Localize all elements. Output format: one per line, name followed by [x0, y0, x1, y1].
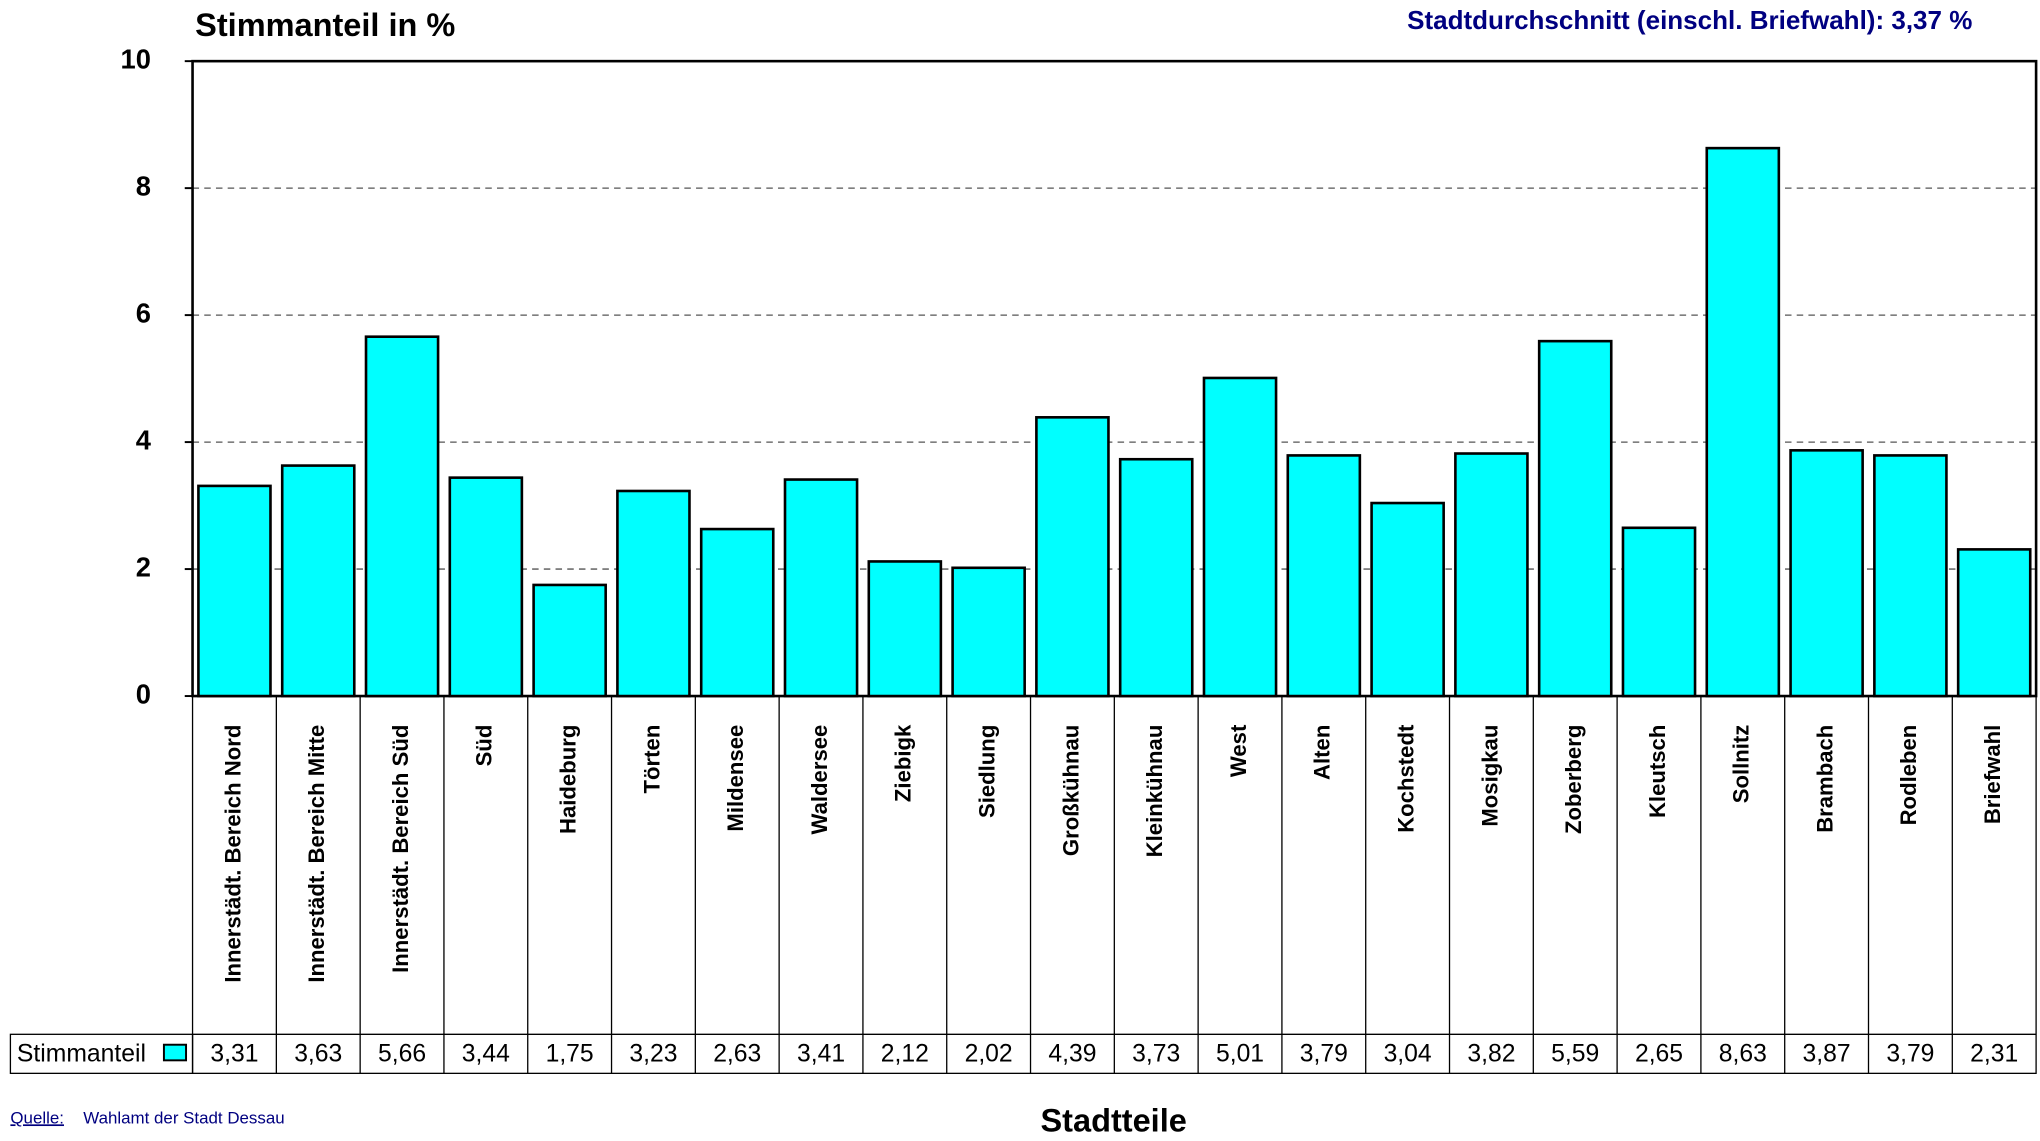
y-tick-label: 0	[136, 678, 151, 709]
y-tick-label: 4	[136, 424, 152, 455]
x-tick-label: Brambach	[1812, 725, 1837, 833]
chart-title: Stimmanteil in %	[195, 7, 455, 43]
legend-label: Stimmanteil	[17, 1041, 146, 1068]
data-label: 3,31	[210, 1041, 258, 1068]
subtitle: Stadtdurchschnitt (einschl. Briefwahl): …	[1407, 5, 1972, 35]
x-tick-label: Innerstädt. Bereich Nord	[220, 725, 245, 983]
bar	[1621, 526, 1697, 698]
bar	[1286, 454, 1362, 698]
data-label: 3,87	[1803, 1041, 1851, 1068]
data-label: 5,66	[378, 1041, 426, 1068]
data-label: 2,65	[1635, 1041, 1683, 1068]
data-label: 3,73	[1132, 1041, 1180, 1068]
x-tick-label: Innerstädt. Bereich Mitte	[304, 725, 329, 983]
x-tick-label: Ziebigk	[891, 724, 916, 802]
x-tick-label: Innerstädt. Bereich Süd	[388, 725, 413, 973]
data-label: 3,41	[797, 1041, 845, 1068]
bar	[1873, 454, 1948, 698]
bar	[448, 476, 524, 698]
bar	[867, 560, 943, 698]
data-label: 3,79	[1886, 1041, 1934, 1068]
y-tick-label: 8	[136, 170, 151, 201]
bar	[1454, 452, 1529, 698]
x-tick-label: Törten	[639, 725, 664, 794]
bar	[699, 527, 775, 698]
bar	[1705, 146, 1781, 698]
data-label: 3,23	[629, 1041, 677, 1068]
data-label: 8,63	[1719, 1041, 1767, 1068]
bar	[1370, 501, 1445, 698]
bar	[1789, 449, 1864, 698]
data-label: 2,12	[881, 1041, 929, 1068]
x-tick-label: Kleinkühnau	[1142, 725, 1167, 858]
bar	[951, 566, 1026, 698]
x-tick-label: Zoberberg	[1561, 725, 1586, 834]
data-label: 3,82	[1467, 1041, 1515, 1068]
x-tick-label: West	[1226, 724, 1251, 777]
x-tick-label: Großkühnau	[1058, 725, 1083, 856]
data-label: 4,39	[1048, 1041, 1096, 1068]
bar	[783, 478, 859, 698]
bar	[1537, 339, 1613, 698]
x-tick-label: Mosigkau	[1477, 725, 1502, 827]
x-tick-label: Briefwahl	[1980, 725, 2005, 825]
x-tick-label: Kleutsch	[1645, 725, 1670, 818]
x-tick-label: Süd	[472, 725, 497, 767]
data-label: 2,63	[713, 1041, 761, 1068]
bar	[532, 583, 607, 698]
data-label: 3,63	[294, 1041, 342, 1068]
x-tick-label: Mildensee	[723, 725, 748, 832]
y-tick-label: 2	[136, 551, 151, 582]
bar	[197, 484, 272, 698]
data-label: 2,31	[1970, 1041, 2018, 1068]
bar	[364, 335, 440, 698]
bar	[1202, 376, 1278, 698]
data-label: 3,79	[1300, 1041, 1348, 1068]
bar	[1118, 457, 1194, 698]
bar	[1956, 548, 2032, 698]
x-tick-label: Kochstedt	[1393, 724, 1418, 833]
data-label: 3,44	[462, 1041, 510, 1068]
x-tick-label: Rodleben	[1896, 725, 1921, 826]
data-label: 3,04	[1384, 1041, 1432, 1068]
source: Wahlamt der Stadt Dessau	[83, 1108, 284, 1127]
bar	[616, 489, 691, 698]
data-label: 2,02	[965, 1041, 1013, 1068]
x-tick-label: Haideburg	[555, 725, 580, 834]
x-tick-label: Sollnitz	[1729, 725, 1754, 804]
legend-swatch	[162, 1043, 188, 1062]
x-axis-label: Stadtteile	[1040, 1102, 1186, 1138]
bar	[280, 464, 356, 698]
x-tick-label: Siedlung	[974, 725, 999, 818]
table-legend-cell	[9, 1033, 194, 1074]
y-tick-label: 10	[121, 43, 151, 74]
data-label: 1,75	[546, 1041, 594, 1068]
x-tick-label: Waldersee	[807, 725, 832, 835]
data-label: 5,59	[1551, 1041, 1599, 1068]
bar	[1035, 416, 1110, 698]
y-tick-label: 6	[136, 297, 151, 328]
source-label[interactable]: Quelle:	[10, 1108, 64, 1127]
data-label: 5,01	[1216, 1041, 1264, 1068]
x-tick-label: Alten	[1310, 725, 1335, 780]
